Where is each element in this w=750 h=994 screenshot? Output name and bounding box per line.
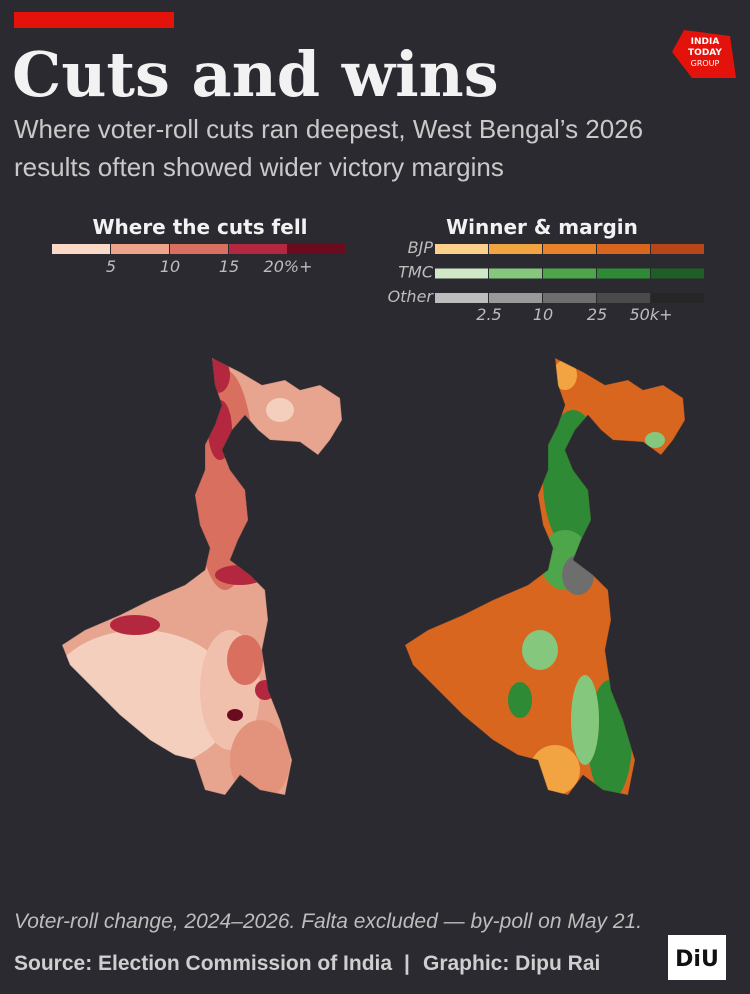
legend-title: Winner & margin (446, 215, 638, 239)
footnote: Voter-roll change, 2024–2026. Falta excl… (14, 910, 642, 933)
legend-swatch (489, 268, 542, 279)
legend-swatch (435, 244, 488, 254)
legend-swatch (597, 268, 650, 279)
legend-swatch (229, 244, 287, 254)
legend-label: 15 (219, 257, 239, 276)
legend-label: 10 (533, 305, 553, 324)
legend-swatch (543, 268, 596, 279)
legend-label: 20%+ (264, 257, 313, 276)
map-winner (404, 357, 686, 796)
legend-swatch (597, 244, 650, 254)
legend-swatch (288, 244, 346, 254)
legend-swatch (543, 244, 596, 254)
legend-swatch (111, 244, 169, 254)
title: Cuts and wins (12, 38, 499, 111)
legend-swatch (52, 244, 110, 254)
legend-swatch (651, 244, 704, 254)
logo-text: INDIA (691, 37, 720, 47)
legend-swatch (543, 293, 596, 303)
logo-text: TODAY (688, 48, 722, 58)
source: Source: Election Commission of India (14, 952, 392, 975)
credit: Graphic: Dipu Rai (423, 952, 600, 975)
legend-title: Where the cuts fell (92, 215, 307, 239)
legend-label: 5 (106, 257, 116, 276)
legend-swatch (435, 293, 488, 303)
legend-row-label: TMC (398, 263, 434, 282)
legend-swatch (597, 293, 650, 303)
brand: DiU (675, 947, 719, 972)
legend-swatch (489, 293, 542, 303)
legend-swatch (170, 244, 228, 254)
legend-label: 10 (160, 257, 180, 276)
legend-label: 25 (587, 305, 607, 324)
separator: | (404, 952, 410, 975)
legend-label: 50k+ (629, 305, 672, 324)
legend-swatch (651, 293, 704, 303)
legend-row-label: Other (388, 287, 435, 306)
accent-bar (14, 12, 174, 28)
brand-box (668, 935, 726, 980)
legend-swatch (435, 268, 488, 279)
logo-text: GROUP (691, 59, 720, 68)
subtitle: Where voter-roll cuts ran deepest, West … (14, 114, 643, 144)
logo-shape (672, 30, 736, 78)
subtitle: results often showed wider victory margi… (14, 152, 504, 182)
legend-label: 2.5 (476, 305, 501, 324)
legend-row-label: BJP (408, 238, 434, 257)
legend-swatch (651, 268, 704, 279)
legend-swatch (489, 244, 542, 254)
map-cuts (61, 357, 343, 796)
logo: INDIA TODAY GROUP (672, 30, 736, 78)
legends: 5 10 15 20%+ BJP TMC Other 2.5 10 25 50k+ (52, 238, 704, 324)
